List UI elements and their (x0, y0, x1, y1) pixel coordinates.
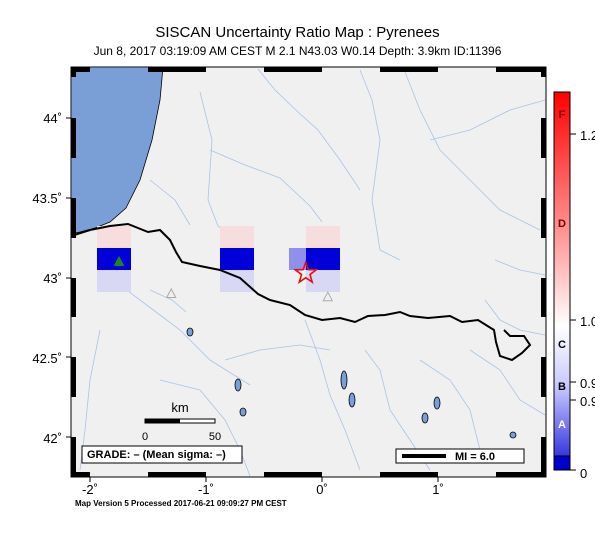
grid-cell (220, 248, 254, 270)
lat-tick-label: 43.5˚ (32, 191, 62, 206)
grid-cell (220, 226, 254, 248)
mi-box: MI = 6.0 (395, 448, 525, 464)
station-triangle-icon (322, 291, 334, 302)
grade-letter: C (558, 339, 566, 351)
latitude-labels: 44˚ 43.5˚ 43˚ 42.5˚ 42˚ (32, 111, 62, 446)
colorbar-tick-labels: 1.2 1.0 0.9 0.9 0 (580, 128, 595, 481)
grid-cell (306, 248, 340, 270)
grade-letter: D (558, 218, 566, 230)
grid-cell (289, 248, 306, 270)
lat-tick-label: 42.5˚ (32, 351, 62, 366)
lon-tick-label: -2˚ (82, 482, 98, 497)
stations-layer (113, 255, 334, 302)
longitude-labels: -2˚ -1˚ 0˚ 1˚ (82, 482, 444, 497)
epicenter-star-icon (293, 259, 319, 285)
country-border (70, 222, 532, 362)
scale-bar: km 0 50 (142, 400, 221, 443)
epicenter-layer (293, 259, 319, 285)
grade-box: GRADE: – (Mean sigma: –) (81, 445, 243, 464)
station-triangle-icon (165, 287, 177, 298)
grid-cell (306, 226, 340, 248)
colorbar-tick-label: 0 (580, 466, 587, 481)
colorbar-tick-label: 0.9 (580, 376, 595, 391)
frame-bars (71, 67, 546, 477)
grade-letter: A (558, 419, 566, 431)
grade-text: GRADE: – (Mean sigma: –) (87, 449, 226, 461)
mi-text: MI = 6.0 (455, 451, 495, 463)
grid-cell (220, 270, 254, 292)
grid-cell (97, 248, 131, 270)
colorbar-tick-label: 1.0 (580, 314, 595, 329)
lon-tick-label: 1˚ (432, 482, 444, 497)
colorbar-ticks (570, 133, 576, 471)
grid-cell (97, 270, 131, 292)
uncertainty-grid (97, 226, 340, 292)
lakes (186, 327, 517, 439)
grid-cell (306, 270, 340, 292)
colorbar-zero-block (553, 455, 571, 471)
grade-letter: F (559, 109, 566, 121)
grid-cell (97, 226, 131, 248)
lat-tick-label: 43˚ (43, 271, 62, 286)
processed-footer: Map Version 5 Processed 2017-06-21 09:09… (75, 499, 287, 508)
sea-area (70, 66, 164, 235)
scale-bar-fill (145, 419, 180, 423)
scale-end-label: 50 (209, 431, 221, 443)
colorbar-grade-letters: F D C B A (558, 109, 566, 431)
map-subtitle: Jun 8, 2017 03:19:09 AM CEST M 2.1 N43.0… (93, 44, 502, 58)
map-title: SISCAN Uncertainty Ratio Map : Pyrenees (155, 24, 440, 41)
colorbar-gradient (553, 91, 571, 471)
lon-tick-label: 0˚ (316, 482, 328, 497)
lat-tick-label: 42˚ (43, 431, 62, 446)
scale-start-label: 0 (142, 431, 148, 443)
grade-letter: B (558, 381, 566, 393)
scale-unit-label: km (171, 400, 188, 415)
station-triangle-icon (113, 255, 125, 266)
colorbar-tick-label: 1.2 (580, 128, 595, 143)
colorbar-tick-label: 0.9 (580, 394, 595, 409)
colorbar: 1.2 1.0 0.9 0.9 0 F D C B A (553, 91, 595, 481)
map-ticks (66, 117, 439, 482)
mi-line (402, 454, 446, 458)
lat-tick-label: 44˚ (43, 111, 62, 126)
map-panel: km 0 50 GRADE: – (Mean sigma: –) MI = 6.… (66, 66, 547, 482)
lon-tick-label: -1˚ (198, 482, 214, 497)
